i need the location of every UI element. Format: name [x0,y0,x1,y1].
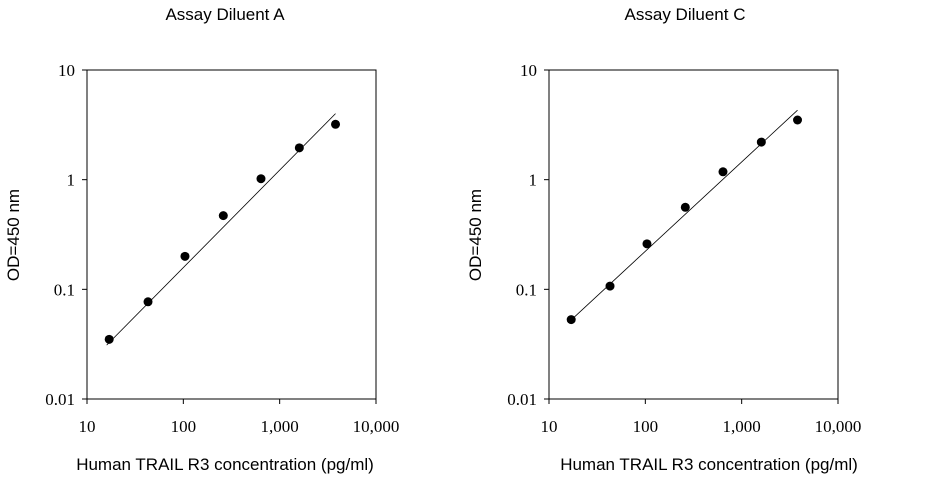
y-axis-label: OD=450 nm [466,189,485,281]
x-axis-label: Human TRAIL R3 concentration (pg/ml) [76,455,374,474]
y-axis-label: OD=450 nm [4,189,23,281]
y-tick-label: 10 [520,61,537,80]
y-tick-label: 0.01 [45,390,75,409]
fit-line [106,113,336,346]
x-tick-label: 10 [541,417,558,436]
data-point [566,315,576,325]
x-tick-label: 100 [171,417,197,436]
x-tick-label: 10 [79,417,96,436]
data-point [180,251,190,261]
plot-frame [86,69,377,400]
data-point [718,167,728,177]
chart-title: Assay Diluent A [165,5,285,24]
data-point [218,211,228,221]
y-tick-label: 1 [529,171,538,190]
x-axis-label: Human TRAIL R3 concentration (pg/ml) [560,455,858,474]
y-tick-label: 0.1 [54,280,75,299]
panel-c: Assay Diluent C OD=450 nm Human TRAIL R3… [466,5,861,474]
data-point [256,174,266,184]
x-tick-label: 100 [633,417,659,436]
data-point [756,137,766,147]
data-point [294,143,304,153]
y-tick-label: 0.01 [507,390,537,409]
x-tick-label: 1,000 [723,417,761,436]
x-tick-label: 1,000 [261,417,299,436]
plot-frame [548,69,839,400]
plot-area: 10 100 1,000 10,000 10 1 0.1 0.01 [507,61,861,436]
data-point [331,119,341,129]
x-tick-label: 10,000 [353,417,400,436]
chart-title: Assay Diluent C [625,5,746,24]
x-tick-label: 10,000 [815,417,862,436]
y-tick-label: 10 [58,61,75,80]
data-point [143,297,153,307]
panel-a: Assay Diluent A OD=450 nm Human TRAIL R3… [4,5,399,474]
data-point [793,115,803,125]
plot-area: 10 100 1,000 10,000 10 1 0.1 0.01 [45,61,399,436]
data-point [605,281,615,291]
data-point [104,334,114,344]
data-point [680,202,690,212]
y-tick-label: 0.1 [516,280,537,299]
data-point [642,239,652,249]
y-tick-label: 1 [67,171,76,190]
